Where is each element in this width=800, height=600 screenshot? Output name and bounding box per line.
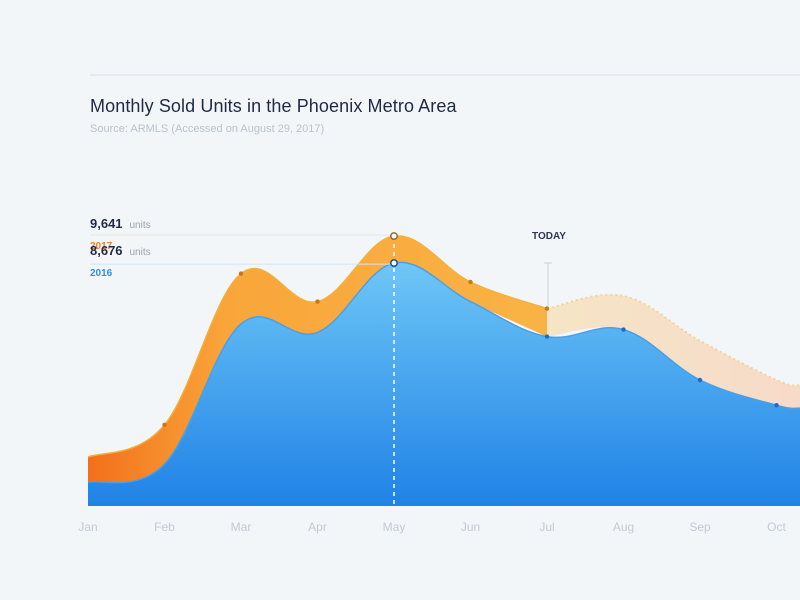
x-tick-label: Jul (539, 520, 554, 534)
point-2017 (238, 271, 244, 276)
x-tick-label: Jan (78, 520, 97, 534)
series-2017-area (88, 235, 547, 483)
point-2017 (315, 299, 320, 304)
point-2016 (544, 334, 550, 339)
chart-subtitle: Source: ARMLS (Accessed on August 29, 20… (90, 123, 325, 135)
top-divider (90, 74, 800, 76)
point-2017 (468, 279, 473, 285)
x-tick-label: Aug (613, 520, 634, 534)
point-2017 (544, 306, 550, 311)
highlight-point-2016 (390, 259, 398, 268)
callout-series-label: 2017 (90, 241, 113, 252)
callout-series-label: 2016 (90, 268, 113, 279)
point-2016 (697, 377, 703, 383)
x-tick-label: Sep (689, 520, 711, 534)
callout-value: 9,641 (90, 216, 123, 231)
point-2016 (774, 403, 779, 408)
x-tick-label: Apr (308, 520, 327, 534)
callout-value: 8,676 (90, 243, 123, 258)
chart-title: Monthly Sold Units in the Phoenix Metro … (90, 96, 457, 116)
x-tick-label: Jun (461, 520, 480, 534)
x-tick-label: Oct (767, 520, 786, 534)
callout-unit: units (130, 220, 151, 231)
point-2017 (162, 422, 167, 427)
highlight-point-2017 (390, 232, 398, 241)
series-2016-area (88, 262, 800, 506)
point-2016 (621, 327, 626, 332)
callout-unit: units (130, 247, 151, 258)
today-label: TODAY (532, 231, 566, 242)
x-tick-label: Mar (231, 520, 252, 534)
series-2017-projected-area (547, 294, 800, 409)
series-2017-line (87, 235, 548, 458)
x-tick-label: May (383, 520, 406, 534)
series-2016-line (87, 261, 800, 484)
x-tick-label: Feb (154, 520, 175, 534)
